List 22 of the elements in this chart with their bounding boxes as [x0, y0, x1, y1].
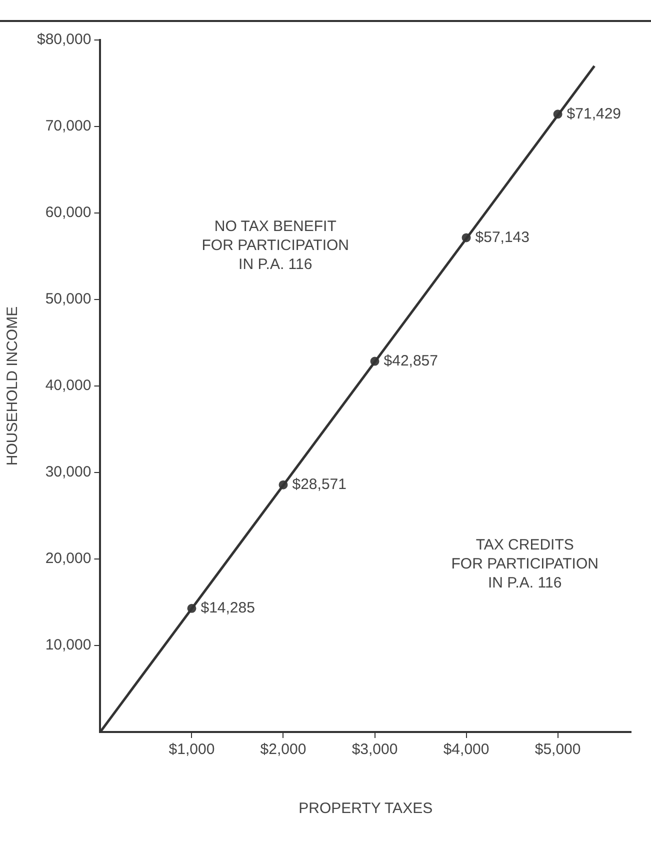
y-tick-label: 20,000 — [45, 550, 92, 568]
data-label: $28,571 — [292, 476, 346, 493]
x-tick-label: $5,000 — [534, 741, 581, 758]
x-tick-label: $1,000 — [168, 741, 215, 758]
y-tick-label: $80,000 — [36, 31, 92, 48]
y-tick-label: 40,000 — [45, 377, 92, 394]
data-label: $42,857 — [384, 352, 438, 370]
annotation: TAX CREDITS FOR PARTICIPATION IN P.A. 116 — [451, 536, 598, 592]
annotation: NO TAX BENEFIT FOR PARTICIPATION IN P.A. 116 — [202, 218, 349, 273]
y-tick-label: 60,000 — [45, 204, 92, 222]
y-tick-label: 30,000 — [45, 464, 92, 481]
x-tick-label: $2,000 — [260, 741, 306, 758]
x-axis-title: PROPERTY TAXES — [298, 800, 433, 818]
data-label: $14,285 — [200, 600, 255, 617]
data-label: $57,143 — [475, 228, 530, 246]
y-axis-title: HOUSEHOLD INCOME — [4, 306, 22, 466]
y-tick-label: 10,000 — [45, 636, 92, 654]
y-tick-label: 70,000 — [45, 118, 92, 135]
x-tick-label: $3,000 — [352, 741, 398, 758]
y-tick-label: 50,000 — [45, 290, 92, 308]
data-label: $71,429 — [566, 105, 622, 122]
x-tick-label: $4,000 — [443, 741, 490, 758]
